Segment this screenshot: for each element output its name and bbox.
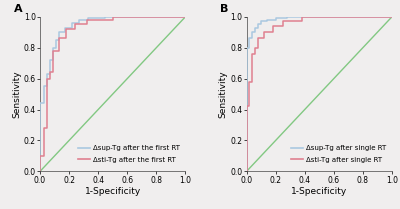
Legend: Δsup-Tg after single RT, Δsti-Tg after single RT: Δsup-Tg after single RT, Δsti-Tg after s… xyxy=(289,143,388,165)
X-axis label: 1-Specificity: 1-Specificity xyxy=(85,187,141,196)
X-axis label: 1-Specificity: 1-Specificity xyxy=(291,187,347,196)
Text: B: B xyxy=(220,4,229,14)
Y-axis label: Sensitivity: Sensitivity xyxy=(218,70,228,118)
Text: A: A xyxy=(14,4,22,14)
Y-axis label: Sensitivity: Sensitivity xyxy=(12,70,21,118)
Legend: Δsup-Tg after the first RT, Δsti-Tg after the first RT: Δsup-Tg after the first RT, Δsti-Tg afte… xyxy=(76,143,182,165)
